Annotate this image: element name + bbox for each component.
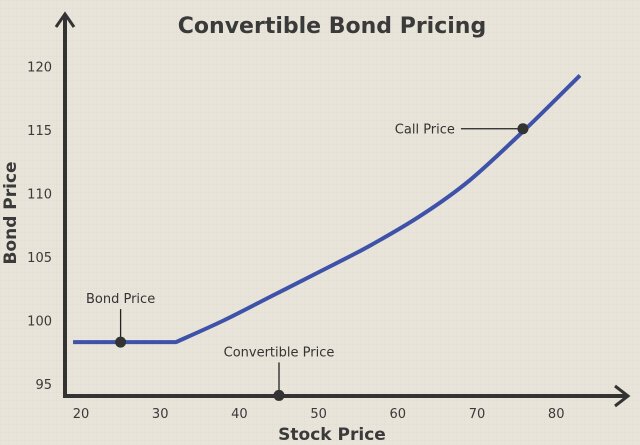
annotation-marker [517, 123, 529, 135]
annotation-marker [273, 389, 285, 401]
x-tick-label: 60 [390, 407, 407, 422]
x-tick-label: 80 [548, 407, 565, 422]
annotation-label: Bond Price [86, 292, 155, 307]
annotation-marker [115, 336, 127, 348]
x-axis-arrow [614, 384, 631, 408]
x-tick-label: 50 [310, 407, 327, 422]
x-axis-label: Stock Price [278, 425, 386, 445]
y-axis-label: Bond Price [1, 161, 21, 264]
y-tick-label: 100 [27, 315, 52, 330]
chart-title: Convertible Bond Pricing [178, 14, 486, 39]
annotation-label: Convertible Price [224, 345, 335, 360]
y-axis-arrow [54, 11, 76, 28]
series-line [73, 73, 582, 345]
y-tick-label: 120 [27, 61, 52, 76]
axes [54, 11, 631, 408]
y-tick-label: 95 [35, 378, 52, 393]
x-tick-label: 70 [469, 407, 486, 422]
x-tick-label: 20 [73, 407, 90, 422]
annotation-label: Call Price [395, 123, 455, 138]
y-tick-label: 115 [27, 124, 52, 139]
y-tick-label: 110 [27, 188, 52, 203]
y-tick-label: 105 [27, 251, 52, 266]
x-tick-label: 40 [231, 407, 248, 422]
x-tick-label: 30 [152, 407, 169, 422]
